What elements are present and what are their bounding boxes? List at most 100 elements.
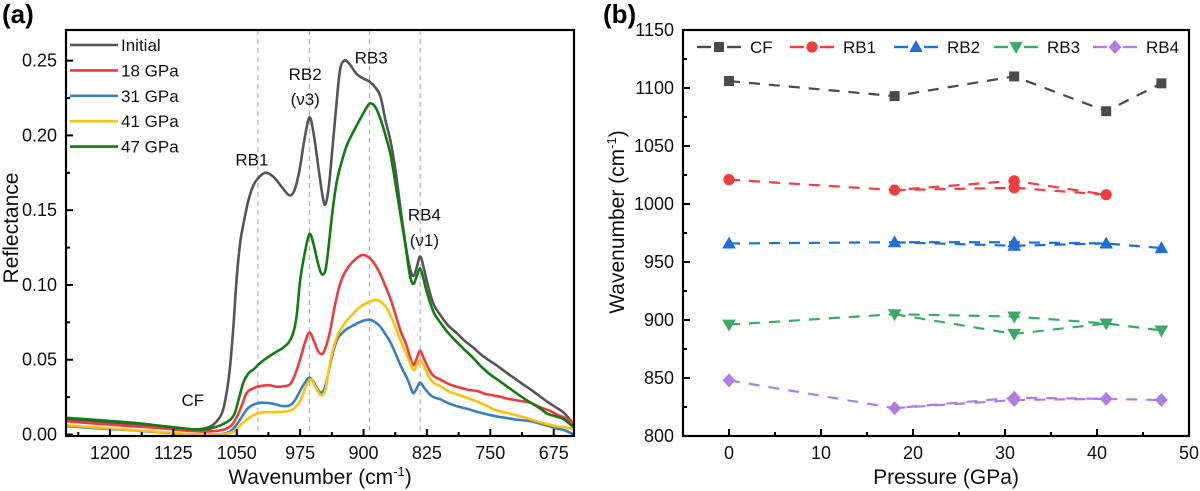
legend-marker-rb3 bbox=[1009, 42, 1023, 54]
x-tick-label: 10 bbox=[811, 443, 831, 463]
x-tick-label: 750 bbox=[475, 443, 505, 463]
data-point-rb3 bbox=[1154, 325, 1169, 338]
data-point-rb1 bbox=[1008, 182, 1020, 194]
data-point-rb3 bbox=[722, 319, 736, 332]
x-axis-title-b: Pressure (GPa) bbox=[873, 466, 1019, 489]
data-point-rb2 bbox=[1154, 241, 1169, 254]
legend-marker-cf bbox=[714, 42, 724, 52]
data-point-rb1 bbox=[723, 174, 735, 186]
data-point-rb4 bbox=[1154, 393, 1168, 408]
y-tick-label: 0.05 bbox=[22, 350, 57, 370]
data-point-rb3 bbox=[887, 309, 902, 322]
legend-label: 41 GPa bbox=[121, 112, 179, 131]
legend-label: CF bbox=[750, 38, 773, 57]
series-connector-line-rb3 bbox=[728, 313, 1162, 332]
y-tick-label: 850 bbox=[644, 368, 674, 388]
peak-annotations: RB1 RB2 (ν3) RB3 RB4 (ν1) CF bbox=[181, 49, 440, 410]
x-tick-label: 1125 bbox=[154, 443, 193, 463]
y-axis-title-tail: ) bbox=[606, 130, 629, 137]
y-tick-label: 0.25 bbox=[22, 51, 57, 71]
legend-b: CF RB1 RB2 RB3 RB4 bbox=[697, 38, 1179, 57]
plot-frame bbox=[681, 28, 1191, 438]
data-point-cf bbox=[1009, 71, 1020, 82]
peak-annotation: RB3 bbox=[355, 49, 388, 68]
spectrum-line-47-gpa bbox=[66, 101, 574, 431]
peak-annotation: (ν1) bbox=[410, 231, 439, 250]
legend-label: RB1 bbox=[843, 38, 876, 57]
spectrum-line-initial bbox=[66, 58, 574, 431]
series-connector-line-rb2 bbox=[894, 241, 1107, 247]
legend-entry: CF bbox=[697, 38, 773, 57]
x-axis-title-a: Wavenumber (cm-1) bbox=[228, 464, 412, 489]
y-axis-title-superscript: -1 bbox=[604, 137, 619, 149]
panel-a-reflectance-spectra: (a) RB1 RB2 (ν3) RB3 RB4 (ν1) CF Initial 18 GPa… bbox=[0, 0, 576, 489]
peak-annotation: CF bbox=[181, 391, 204, 410]
data-point-cf bbox=[1156, 78, 1167, 89]
y-tick-label: 0.00 bbox=[22, 425, 57, 445]
y-tick-label: 0.10 bbox=[22, 275, 57, 295]
x-axis-title-main: Wavenumber (cm bbox=[228, 466, 393, 489]
x-tick-label: 1200 bbox=[90, 443, 130, 463]
legend-entry: RB2 bbox=[894, 38, 980, 57]
data-point-rb4 bbox=[888, 401, 902, 416]
legend-marker-rb2 bbox=[909, 40, 923, 52]
y-tick-label: 1000 bbox=[634, 194, 674, 214]
y-tick-label: 0.20 bbox=[22, 125, 57, 145]
legend-entry: RB4 bbox=[1093, 38, 1179, 57]
legend-entry: 31 GPa bbox=[70, 87, 179, 106]
y-axis-title-b: Wavenumber (cm-1) bbox=[604, 130, 629, 314]
data-point-rb1 bbox=[889, 184, 901, 196]
data-point-cf bbox=[724, 76, 734, 87]
legend-entry: RB1 bbox=[790, 38, 876, 57]
legend-label: Initial bbox=[121, 36, 161, 55]
reference-lines bbox=[257, 30, 421, 436]
x-tick-label: 900 bbox=[349, 443, 379, 463]
legend-label: 47 GPa bbox=[121, 138, 179, 157]
legend-entry: 18 GPa bbox=[70, 61, 179, 80]
series-connector-line-rb3 bbox=[894, 313, 1107, 336]
data-point-cf bbox=[889, 91, 900, 102]
data-point-rb2 bbox=[1007, 238, 1021, 251]
spectra-lines bbox=[66, 58, 574, 436]
y-tick-label: 1100 bbox=[635, 78, 674, 98]
peak-annotation: RB2 bbox=[289, 65, 322, 84]
y-tick-label: 1050 bbox=[634, 136, 674, 156]
legend-a: Initial 18 GPa 31 GPa 41 GPa 47 GPa bbox=[70, 36, 179, 157]
legend-marker-rb1 bbox=[806, 41, 818, 53]
legend-label: 18 GPa bbox=[121, 61, 179, 80]
y-tick-label: 1150 bbox=[635, 20, 674, 40]
series-connector-line-rb1 bbox=[728, 178, 1107, 196]
panel-b-label: (b) bbox=[603, 0, 636, 29]
spectrum-line-41-gpa bbox=[66, 298, 574, 436]
data-point-rb2 bbox=[1099, 236, 1113, 249]
legend-label: RB4 bbox=[1146, 38, 1179, 57]
spectrum-line-18-gpa bbox=[66, 253, 574, 433]
connector-lines bbox=[728, 75, 1162, 410]
series-connector-line-rb1 bbox=[894, 186, 1107, 196]
x-axis-title-tail: ) bbox=[405, 466, 412, 489]
peak-annotation: RB1 bbox=[235, 150, 268, 169]
data-point-cf bbox=[1101, 106, 1112, 117]
axes-b: 0 10 20 30 40 50 800 850 900 950 1000 1050 1100 1150 bbox=[634, 20, 1199, 463]
legend-entry: 41 GPa bbox=[70, 112, 179, 131]
y-axis-title-a: Reflectance bbox=[0, 173, 23, 284]
x-tick-label: 825 bbox=[412, 443, 442, 463]
y-axis-title-main: Wavenumber (cm bbox=[606, 149, 629, 314]
x-tick-label: 0 bbox=[724, 443, 734, 463]
data-point-rb1 bbox=[1100, 189, 1112, 201]
x-tick-label: 975 bbox=[285, 443, 315, 463]
legend-label: 31 GPa bbox=[121, 87, 179, 106]
data-point-rb2 bbox=[722, 236, 736, 249]
data-point-rb2 bbox=[887, 235, 902, 248]
y-tick-label: 800 bbox=[644, 426, 674, 446]
x-tick-label: 30 bbox=[995, 443, 1015, 463]
y-tick-label: 0.15 bbox=[22, 200, 57, 220]
x-axis-title-superscript: -1 bbox=[393, 464, 405, 479]
x-tick-label: 675 bbox=[539, 443, 569, 463]
panel-a-label: (a) bbox=[2, 0, 34, 29]
data-markers bbox=[722, 71, 1169, 416]
legend-entry: Initial bbox=[70, 36, 161, 55]
legend-label: RB2 bbox=[947, 38, 980, 57]
spectrum-line-31-gpa bbox=[66, 318, 574, 436]
peak-annotation: (ν3) bbox=[291, 90, 320, 109]
